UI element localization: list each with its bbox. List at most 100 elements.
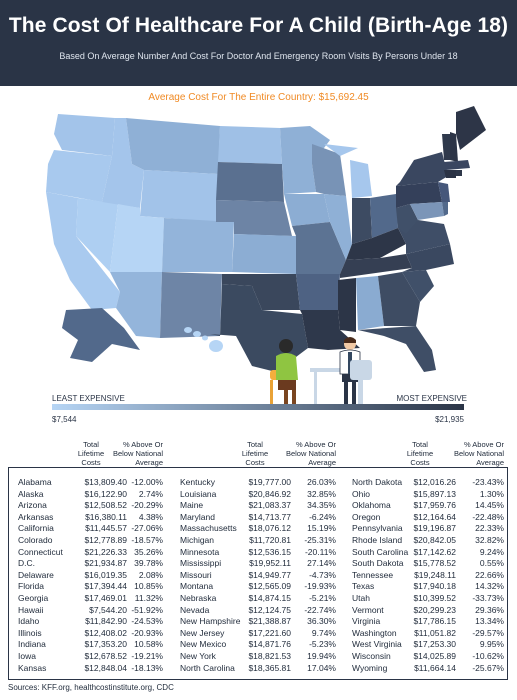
- header-percent-vs-average: % Above Or Below National Average: [285, 440, 336, 467]
- table-row: Nebraska $14,874.15 -5.21%: [180, 593, 336, 605]
- percent-vs-average: 17.04%: [307, 662, 336, 673]
- state-oklahoma: [222, 274, 300, 310]
- state-connecticut: [444, 170, 456, 178]
- state-alabama: [356, 276, 384, 330]
- percent-vs-average: -10.62%: [472, 651, 504, 661]
- lifetime-cost: $12,678.52: [84, 651, 127, 661]
- lifetime-cost: $17,959.76: [413, 500, 456, 511]
- lifetime-cost: $16,122.90: [84, 488, 127, 499]
- legend-max-value: $21,935: [435, 415, 464, 424]
- lifetime-cost: $11,445.57: [85, 523, 127, 534]
- state-washington: [54, 114, 115, 156]
- state-pennsylvania: [396, 182, 442, 208]
- lifetime-cost: $11,720.81: [249, 535, 291, 545]
- table-row: Hawaii $7,544.20 -51.92%: [18, 605, 163, 617]
- table-row: Oregon $12,164.64 -22.48%: [352, 512, 504, 524]
- percent-vs-average: -19.21%: [131, 651, 163, 661]
- state-name: Arizona: [18, 500, 47, 511]
- percent-vs-average: 2.08%: [138, 569, 163, 580]
- table-row: Kansas $12,848.04 -18.13%: [18, 663, 163, 675]
- table-row: Vermont $20,299.23 29.36%: [352, 605, 504, 617]
- sources-note: Sources: KFF.org, healthcostinstitute.or…: [8, 683, 174, 692]
- percent-vs-average: -18.13%: [131, 662, 163, 673]
- percent-vs-average: -6.24%: [309, 511, 336, 522]
- state-name: South Carolina: [352, 546, 409, 557]
- state-name: Ohio: [352, 488, 370, 499]
- lifetime-cost: $17,253.30: [413, 639, 456, 650]
- lifetime-cost: $19,952.11: [249, 558, 291, 569]
- percent-vs-average: 2.74%: [138, 488, 163, 499]
- table-row: Nevada $12,124.75 -22.74%: [180, 605, 336, 617]
- state-arizona: [110, 272, 162, 338]
- lifetime-cost: $12,565.09: [248, 581, 291, 592]
- table-row: North Carolina $18,365.81 17.04%: [180, 663, 336, 675]
- state-name: South Dakota: [352, 558, 404, 569]
- state-name: New York: [180, 651, 216, 661]
- lifetime-cost: $15,897.13: [413, 488, 456, 499]
- lifetime-cost: $20,846.92: [248, 488, 291, 499]
- state-name: Mississippi: [180, 558, 222, 569]
- lifetime-cost: $12,536.15: [248, 546, 291, 557]
- state-name: Idaho: [18, 616, 40, 627]
- state-name: Georgia: [18, 593, 49, 603]
- state-tennessee: [340, 254, 412, 278]
- header-total-lifetime-costs: Total Lifetime Costs: [77, 440, 105, 467]
- table-row: Texas $17,940.18 14.32%: [352, 581, 504, 593]
- state-missouri: [292, 222, 346, 274]
- doctor-patient-illustration: [270, 337, 372, 406]
- state-illinois: [324, 194, 352, 260]
- state-north-carolina: [402, 244, 454, 272]
- table-row: New Mexico $14,871.76 -5.23%: [180, 639, 336, 651]
- table-row: Iowa $12,678.52 -19.21%: [18, 651, 163, 663]
- state-name: Delaware: [18, 569, 54, 580]
- state-name: New Jersey: [180, 627, 225, 638]
- state-georgia: [378, 272, 420, 326]
- state-colorado: [162, 218, 234, 272]
- state-california: [46, 192, 120, 310]
- lifetime-cost: $14,713.77: [248, 511, 291, 522]
- state-name: New Hampshire: [180, 616, 241, 627]
- state-new-mexico: [160, 272, 222, 338]
- table-row: South Dakota $15,778.52 0.55%: [352, 558, 504, 570]
- table-row: Massachusetts $18,076.12 15.19%: [180, 523, 336, 535]
- percent-vs-average: -24.53%: [131, 616, 163, 627]
- table-row: Alabama $13,809.40 -12.00%: [18, 477, 163, 489]
- state-alaska: [62, 308, 140, 362]
- state-name: Utah: [352, 593, 370, 603]
- percent-vs-average: 10.58%: [134, 639, 163, 650]
- lifetime-cost: $21,388.87: [248, 616, 291, 627]
- table-row: Michigan $11,720.81 -25.31%: [180, 535, 336, 547]
- percent-vs-average: 9.74%: [311, 627, 336, 638]
- percent-vs-average: 9.95%: [479, 639, 504, 650]
- lifetime-cost: $14,871.76: [248, 639, 291, 650]
- table-row: Pennsylvania $19,196.87 22.33%: [352, 523, 504, 535]
- state-name: Maine: [180, 500, 204, 511]
- table-row: Missouri $14,949.77 -4.73%: [180, 570, 336, 582]
- table-row: Connecticut $21,226.33 35.26%: [18, 547, 163, 559]
- lifetime-cost: $7,544.20: [89, 604, 127, 615]
- state-name: Michigan: [180, 535, 215, 545]
- state-massachusetts: [444, 160, 470, 170]
- table-row: Florida $17,394.44 10.85%: [18, 581, 163, 593]
- legend-most-label: MOST EXPENSIVE: [396, 394, 467, 403]
- table-row: Illinois $12,408.02 -20.93%: [18, 628, 163, 640]
- state-south-dakota: [216, 162, 284, 202]
- state-name: Hawaii: [18, 604, 44, 615]
- table-row: Montana $12,565.09 -19.93%: [180, 581, 336, 593]
- table-row: D.C. $21,934.87 39.78%: [18, 558, 163, 570]
- percent-vs-average: 22.33%: [475, 523, 504, 534]
- lifetime-cost: $17,940.18: [413, 581, 456, 592]
- state-name: Wisconsin: [352, 651, 391, 661]
- table-row: Alaska $16,122.90 2.74%: [18, 489, 163, 501]
- state-name: Louisiana: [180, 488, 217, 499]
- state-florida: [358, 326, 436, 372]
- lifetime-cost: $11,842.90: [85, 616, 127, 627]
- state-name: California: [18, 523, 54, 534]
- header-banner: The Cost Of Healthcare For A Child (Birt…: [0, 0, 517, 86]
- state-name: Tennessee: [352, 569, 394, 580]
- table-row: Tennessee $19,248.11 22.66%: [352, 570, 504, 582]
- percent-vs-average: -25.67%: [472, 662, 504, 673]
- lifetime-cost: $16,380.11: [85, 511, 127, 522]
- lifetime-cost: $12,408.02: [84, 627, 127, 638]
- percent-vs-average: -20.29%: [131, 500, 163, 511]
